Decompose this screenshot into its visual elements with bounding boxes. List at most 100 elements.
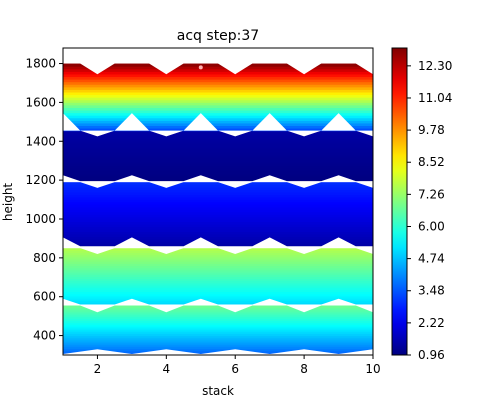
contour-level — [63, 295, 373, 299]
contour-level — [63, 138, 373, 141]
colorbar-tick-label: 2.22 — [418, 316, 445, 330]
point-marker — [198, 65, 203, 70]
x-axis-ticks: 2 4 6 8 10 — [94, 355, 381, 376]
contour-level — [63, 151, 373, 155]
contour-level — [63, 337, 373, 340]
contour-level — [63, 221, 373, 225]
y-tick-label: 1000 — [25, 212, 56, 226]
colorbar-tick-label: 7.26 — [418, 187, 445, 201]
contour-level — [63, 194, 373, 198]
colorbar-tick-label: 8.52 — [418, 155, 445, 169]
x-axis-label: stack — [202, 384, 234, 398]
contour-level — [63, 348, 373, 351]
contour-bands — [63, 48, 373, 355]
contour-level — [63, 136, 373, 139]
contour-level — [63, 226, 373, 230]
y-tick-label: 800 — [33, 251, 56, 265]
contour-level — [63, 300, 373, 303]
contour-level — [63, 73, 373, 78]
contour-level — [63, 314, 373, 318]
contour-level — [63, 231, 373, 235]
y-axis-label: height — [1, 183, 15, 222]
contour-level — [63, 165, 373, 169]
contour-level — [63, 104, 373, 108]
contour-level — [63, 293, 373, 297]
contour-level — [63, 269, 373, 273]
contour-level — [63, 324, 373, 327]
x-tick-label: 8 — [300, 362, 308, 376]
contour-level — [63, 344, 373, 348]
y-tick-label: 1200 — [25, 173, 56, 187]
x-tick-label: 2 — [94, 362, 102, 376]
contour-level — [63, 120, 373, 124]
contour-level — [63, 171, 373, 174]
contour-level — [63, 252, 373, 256]
contour-level — [63, 228, 373, 232]
band-gap — [63, 237, 373, 254]
contour-level — [63, 287, 373, 290]
contour-level — [63, 182, 373, 186]
contour-level — [63, 191, 373, 196]
contour-level — [63, 169, 373, 172]
contour-level — [63, 157, 373, 161]
contour-level — [63, 142, 373, 145]
contour-level — [63, 155, 373, 159]
contour-level — [63, 302, 373, 306]
contour-level — [63, 177, 373, 180]
contour-level — [63, 309, 373, 312]
contour-level — [63, 153, 373, 157]
contour-level — [63, 276, 373, 280]
contour-level — [63, 278, 373, 282]
contour-level — [63, 274, 373, 277]
contour-level — [63, 76, 373, 80]
contour-level — [63, 342, 373, 346]
colorbar: 0.96 2.22 3.48 4.74 6.00 7.26 8.52 9.78 11.04 12.… — [391, 47, 452, 362]
contour-level — [63, 148, 373, 151]
contour-level — [63, 267, 373, 271]
contour-level — [63, 206, 373, 210]
chart-title: acq step:37 — [177, 28, 259, 44]
contour-level — [63, 91, 373, 96]
contour-level — [63, 271, 373, 275]
contour-level — [63, 211, 373, 215]
contour-level — [63, 107, 373, 111]
contour-level — [63, 146, 373, 149]
contour-level — [63, 241, 373, 245]
contour-level — [63, 340, 373, 344]
contour-level — [63, 163, 373, 167]
contour-level — [63, 223, 373, 228]
contour-level — [63, 84, 373, 88]
contour-level — [63, 175, 373, 178]
contour-level — [63, 329, 373, 333]
contour-level — [63, 250, 373, 254]
contour-level — [63, 199, 373, 203]
contour-level — [63, 280, 373, 284]
contour-level — [63, 79, 373, 83]
contour-level — [63, 284, 373, 288]
contour-level — [63, 196, 373, 200]
contour-level — [63, 261, 373, 264]
contour-level — [63, 326, 373, 329]
contour-level — [63, 312, 373, 316]
contour-level — [63, 144, 373, 147]
colorbar-tick-label: 9.78 — [418, 123, 445, 137]
band-gap — [63, 298, 373, 313]
contour-level — [63, 159, 373, 163]
contour-level — [63, 204, 373, 208]
contour-level — [63, 125, 373, 129]
contour-level — [63, 327, 373, 331]
contour-level — [63, 214, 373, 218]
contour-level — [63, 291, 373, 295]
contour-level — [63, 297, 373, 301]
contour-level — [63, 86, 373, 90]
contour-level — [63, 173, 373, 176]
contour-level — [63, 66, 373, 70]
contour-level — [63, 236, 373, 240]
contour-level — [63, 184, 373, 188]
contour-level — [63, 254, 373, 258]
contour-level — [63, 63, 373, 67]
contour-level — [63, 179, 373, 182]
contour-level — [63, 115, 373, 119]
colorbar-tick-label: 3.48 — [418, 284, 445, 298]
